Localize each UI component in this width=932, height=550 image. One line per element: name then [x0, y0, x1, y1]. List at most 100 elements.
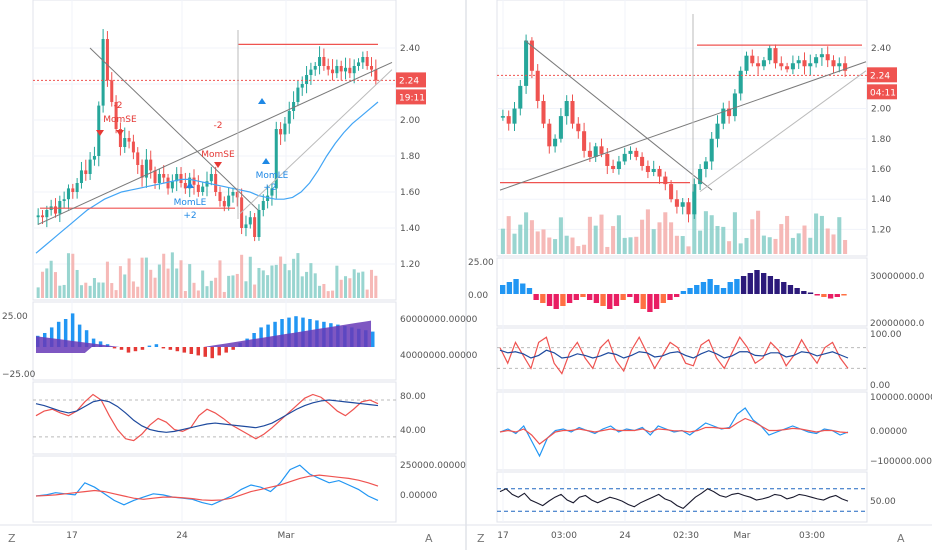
volume-oscillator-line: [499, 407, 849, 458]
price-tick-label: 1.60: [871, 165, 891, 175]
volume-bar: [663, 212, 668, 254]
candle-body: [253, 217, 257, 237]
volume-bar: [79, 285, 83, 298]
signal-label: +2: [263, 183, 276, 193]
volume-bar: [157, 264, 161, 298]
candle-body: [831, 60, 836, 67]
candle-body: [88, 159, 92, 174]
candle-body: [257, 210, 261, 237]
candle-body: [140, 165, 144, 178]
momentum-left-tick: 25.00: [2, 312, 28, 322]
candle-body: [727, 108, 732, 117]
momentum-bar: [834, 294, 840, 297]
momentum-bar: [280, 319, 284, 347]
momentum-bar: [600, 294, 606, 306]
candle-body: [192, 177, 196, 185]
candle-body: [814, 57, 819, 64]
momentum-bar: [687, 288, 693, 294]
candle-body: [205, 181, 209, 187]
oscillator-right-tick: 0.00: [870, 381, 890, 391]
momentum-bar: [680, 291, 687, 294]
volume-bar: [843, 239, 848, 254]
candle-body: [785, 66, 790, 70]
volume-bar: [235, 273, 239, 298]
volume-bar: [506, 216, 511, 254]
right-auto-scale-button[interactable]: A: [897, 532, 905, 545]
time-tick-label: 17: [66, 531, 77, 541]
right-volume-osc-pane: [496, 391, 868, 471]
momentum-bar: [140, 347, 145, 350]
volume-bar: [45, 268, 49, 298]
candle-body: [339, 66, 343, 72]
signal-label: MomLE: [174, 198, 207, 208]
candle-body: [79, 170, 83, 183]
right-zoom-button[interactable]: Z: [477, 532, 485, 545]
candle-body: [214, 174, 218, 192]
volume-osc-right-tick: 0.00000: [870, 427, 907, 437]
volume-bar: [802, 225, 807, 254]
candle-body: [348, 67, 352, 74]
left-auto-scale-button[interactable]: A: [425, 532, 433, 545]
volume-bar: [114, 290, 118, 298]
momentum-bar: [506, 282, 513, 294]
volume-bar: [645, 209, 650, 254]
left-last-price-label-box: [396, 72, 426, 88]
candle-body: [570, 101, 575, 124]
momentum-bar: [841, 294, 847, 296]
candle-body: [279, 129, 283, 135]
volume-bar: [518, 224, 523, 254]
candle-body: [796, 60, 801, 64]
candle-body: [266, 195, 270, 201]
candle-body: [110, 80, 114, 102]
candle-body: [692, 184, 697, 215]
candle-body: [283, 123, 287, 135]
volume-bar: [300, 276, 304, 298]
volume-bar: [279, 256, 283, 298]
candle-body: [335, 66, 339, 74]
volume-bar: [71, 253, 75, 298]
candle-body: [599, 146, 604, 154]
sell-arrow-marker: [116, 130, 124, 136]
volume-bar: [738, 243, 743, 254]
right-countdown-label: 04:11: [870, 88, 896, 98]
momentum-left-tick: −25.00: [2, 370, 36, 380]
candle-body: [84, 170, 88, 174]
candle-body: [587, 150, 592, 157]
candle-body: [825, 54, 830, 61]
volume-bar: [512, 233, 517, 254]
candle-body: [36, 215, 40, 218]
signal-label: -2: [214, 121, 223, 131]
left-countdown-label-box: [396, 89, 426, 105]
candle-body: [357, 62, 361, 66]
volume-bar: [274, 264, 278, 298]
left-countdown-label: 19:11: [399, 93, 425, 103]
volume-bar: [819, 215, 824, 254]
volume-bar: [773, 238, 778, 254]
oscillator-right-tick: 40.00: [400, 426, 426, 436]
candle-body: [53, 206, 57, 214]
candle-body: [118, 129, 122, 147]
momentum-bar: [553, 294, 559, 309]
momentum-bar: [720, 288, 727, 294]
sell-arrow-marker: [214, 162, 222, 168]
momentum-bar: [807, 292, 814, 294]
volume-bar: [140, 257, 144, 298]
candle-body: [512, 108, 517, 124]
momentum-bar: [513, 279, 519, 294]
price-tick-label: 2.00: [871, 105, 891, 115]
candle-body: [524, 40, 529, 86]
left-zoom-button[interactable]: Z: [8, 532, 16, 545]
time-tick-label: 17: [497, 531, 508, 541]
candle-body: [715, 123, 720, 139]
left-oscillator-pane: [32, 381, 397, 455]
momentum-bar: [147, 345, 152, 347]
momentum-bar: [520, 283, 526, 294]
volume-bar: [136, 286, 140, 298]
volume-bar: [170, 252, 174, 298]
momentum-bar: [112, 347, 117, 349]
volume-bar: [357, 272, 361, 298]
volume-bar: [261, 270, 265, 298]
momentum-bar: [667, 294, 673, 300]
candle-body: [352, 66, 356, 74]
momentum-bar: [259, 327, 263, 347]
